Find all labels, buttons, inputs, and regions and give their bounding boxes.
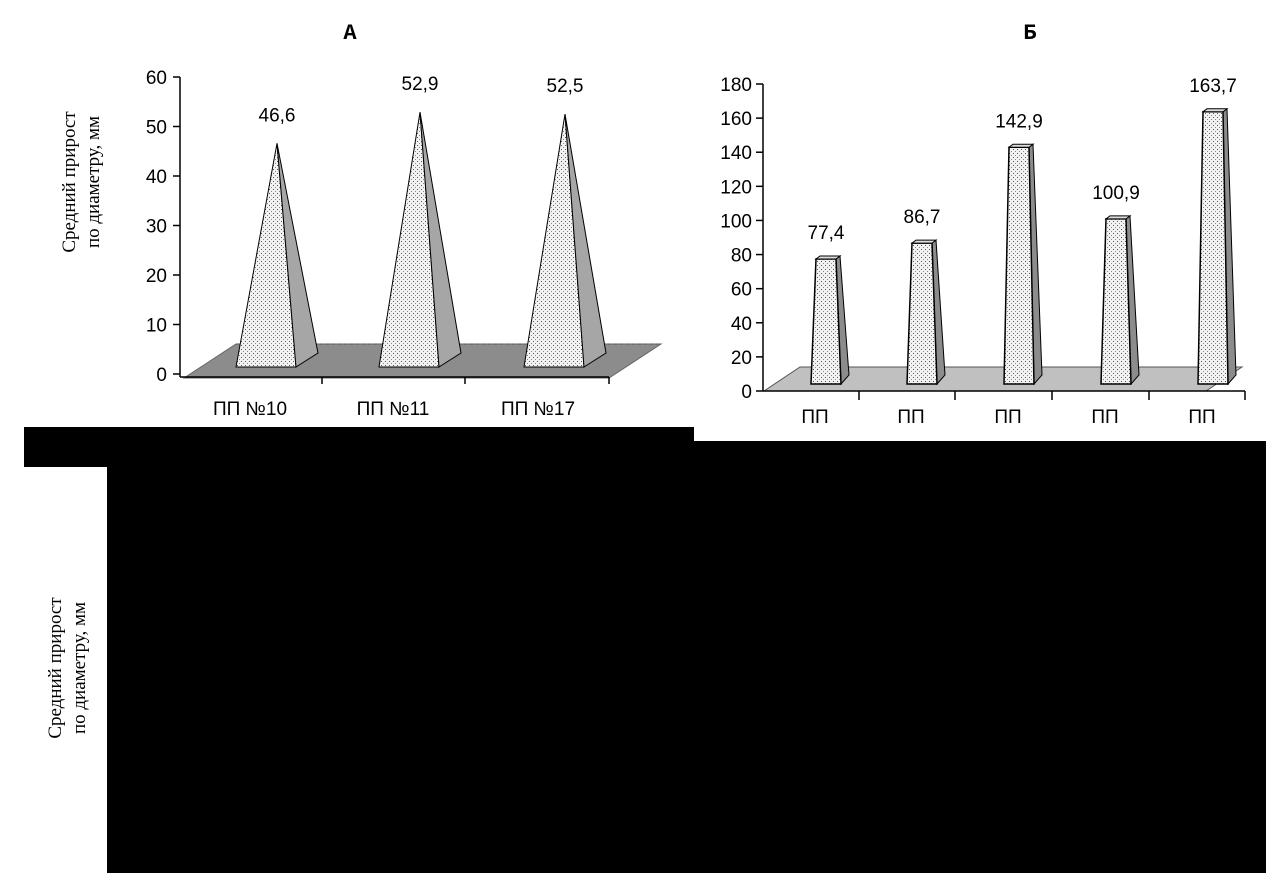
- chart-b-data-label: 142,9: [995, 111, 1043, 132]
- chart-b-category-label: ПП: [897, 407, 924, 428]
- second-y-axis-title: Средний прирост по диаметру, мм: [44, 568, 92, 768]
- chart-b-bar-top: [814, 255, 842, 260]
- chart-b-y-tick-label: 80: [731, 246, 752, 267]
- chart-b-y-tick-label: 20: [731, 348, 752, 369]
- chart-a-y-tick-label: 50: [146, 118, 167, 139]
- chart-b-category-label: ПП: [994, 407, 1021, 428]
- chart-a: А 0 10 20 30 40 50 60 46,6 ПП №10 52,9 ПП №11 52,5…: [146, 21, 663, 420]
- chart-b-data-label: 100,9: [1092, 183, 1140, 204]
- chart-b: Б 0 20 40 60 80 100 120 140 160 180 77,4 ПП 86,7 ПП 1…: [720, 21, 1246, 428]
- chart-b-y-tick-label: 160: [720, 109, 752, 130]
- chart-a-category-label: ПП №17: [501, 399, 575, 420]
- chart-b-title: Б: [1023, 21, 1036, 46]
- chart-b-y-tick-label: 40: [731, 314, 752, 335]
- chart-a-y-tick-label: 60: [146, 68, 167, 89]
- chart-a-y-axis-title: Средний прирост по диаметру, мм: [58, 82, 106, 282]
- chart-b-bar: [906, 242, 938, 385]
- chart-b-bar-top: [910, 239, 938, 244]
- chart-b-bar: [1197, 111, 1229, 385]
- chart-a-bar-side: [564, 114, 607, 368]
- chart-a-data-label: 52,9: [402, 74, 439, 95]
- chart-b-bar: [1100, 218, 1132, 385]
- chart-b-y-tick-label: 100: [720, 211, 752, 232]
- chart-b-y-tick-label: 140: [720, 143, 752, 164]
- redaction-block-main: [107, 467, 1266, 873]
- chart-a-bar-side: [419, 112, 462, 368]
- chart-b-bar: [1003, 146, 1035, 385]
- chart-a-y-tick-label: 40: [146, 167, 167, 188]
- chart-b-y-tick-label: 180: [720, 75, 752, 96]
- chart-b-category-label: ПП: [1091, 407, 1118, 428]
- chart-b-bar: [810, 258, 842, 385]
- chart-a-category-label: ПП №11: [357, 399, 430, 420]
- chart-a-category-label: ПП №10: [213, 399, 287, 420]
- chart-b-y-tick-label: 0: [741, 382, 752, 403]
- chart-b-bar-top: [1104, 215, 1132, 220]
- chart-b-bar-top: [1007, 143, 1035, 148]
- chart-b-data-label: 86,7: [904, 207, 941, 228]
- chart-a-y-tick-label: 30: [146, 217, 167, 238]
- chart-a-data-label: 46,6: [259, 105, 296, 126]
- chart-b-category-label: ПП: [1188, 407, 1215, 428]
- chart-b-y-tick-label: 120: [720, 177, 752, 198]
- chart-a-bar-side: [276, 143, 319, 368]
- y-axis-title-line-1: Средний прирост: [59, 111, 80, 253]
- second-y-axis-title-line-2: по диаметру, мм: [69, 601, 90, 735]
- y-axis-title-line-2: по диаметру, мм: [83, 115, 104, 249]
- chart-a-y-tick-label: 0: [156, 365, 167, 386]
- redaction-block-right-strip: [694, 441, 1266, 467]
- chart-a-y-tick-label: 20: [146, 266, 167, 287]
- chart-b-y-tick-label: 60: [731, 280, 752, 301]
- redaction-block-top: [24, 427, 694, 467]
- chart-a-title: А: [343, 21, 357, 46]
- chart-b-data-label: 77,4: [808, 223, 845, 244]
- chart-b-bar-top: [1201, 108, 1229, 113]
- chart-b-category-label: ПП: [801, 407, 828, 428]
- chart-a-y-tick-label: 10: [146, 316, 167, 337]
- chart-a-data-label: 52,5: [547, 76, 584, 97]
- second-y-axis-title-line-1: Средний прирост: [45, 597, 66, 739]
- chart-b-data-label: 163,7: [1189, 76, 1237, 97]
